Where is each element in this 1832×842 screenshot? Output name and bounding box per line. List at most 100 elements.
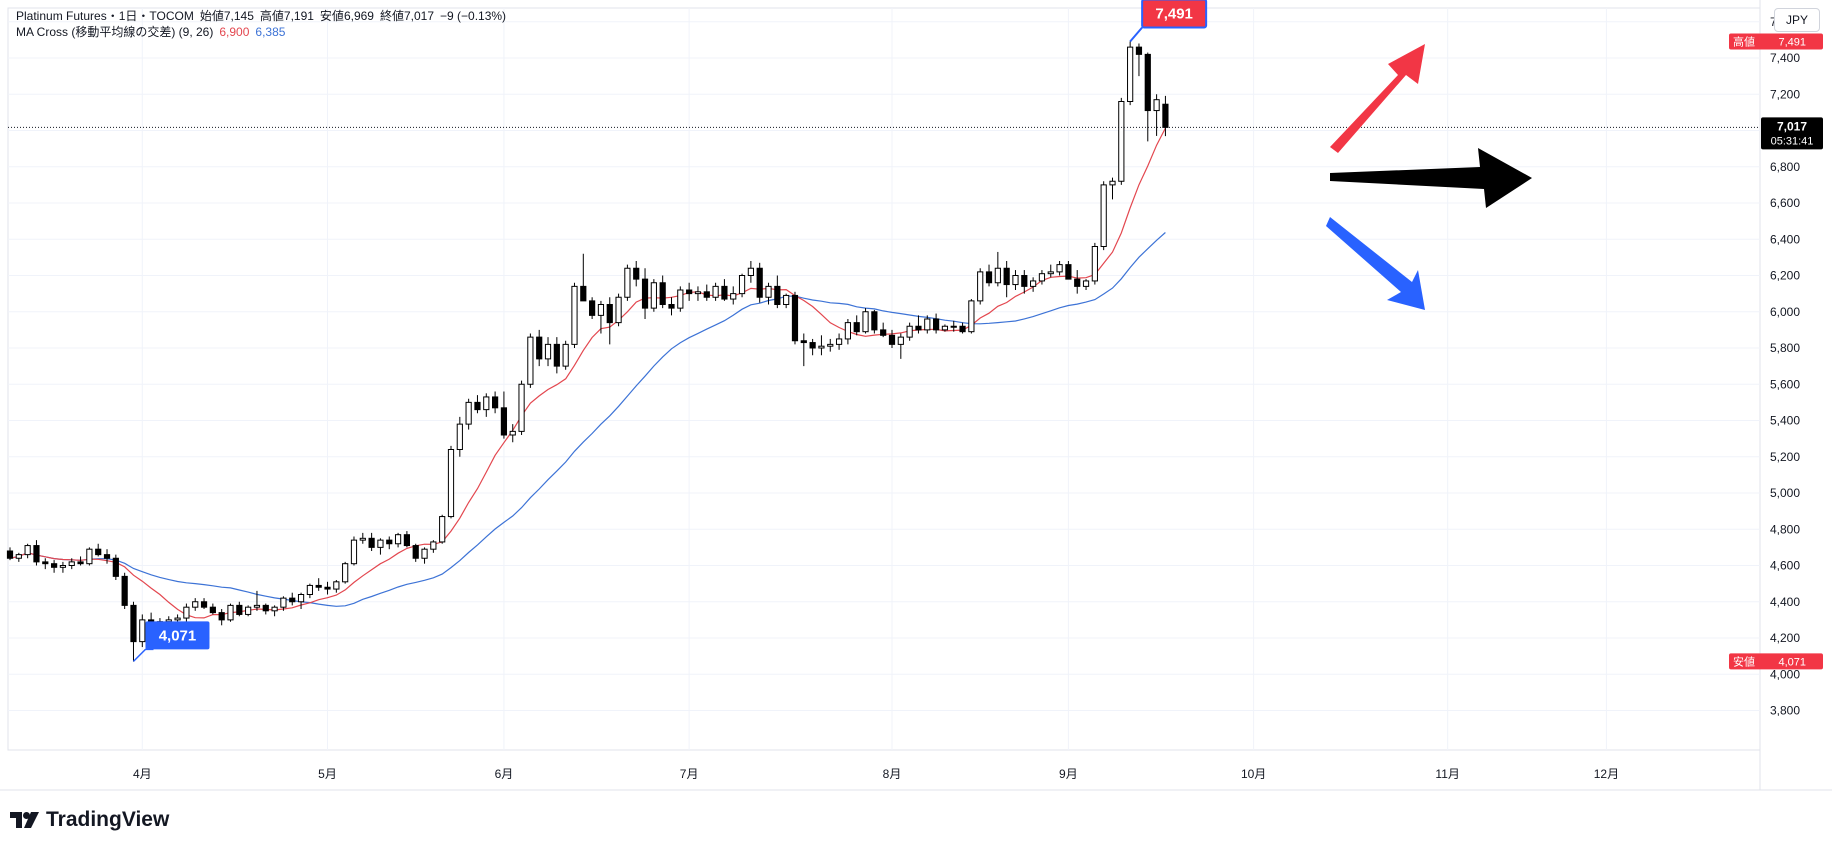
- candle-down-body: [589, 300, 596, 316]
- candle-up-body: [15, 554, 22, 559]
- candle-up-body: [192, 601, 199, 608]
- candle-down-body: [959, 325, 966, 333]
- candle-up-body: [1056, 264, 1063, 273]
- candle-down-body: [500, 407, 508, 436]
- candle-up-body: [518, 383, 525, 432]
- time-tick-label: 6月: [495, 767, 514, 781]
- candle-up-body: [509, 430, 516, 436]
- low-value: 6,969: [343, 9, 374, 23]
- high-callout-pointer: [1129, 26, 1143, 43]
- candle-up-body: [1153, 99, 1160, 112]
- chart-legend: Platinum Futures・1日・TOCOM 始値7,145 高値7,19…: [16, 8, 506, 40]
- candle: [721, 279, 728, 301]
- candle: [624, 264, 631, 301]
- candle: [130, 601, 137, 662]
- candle: [589, 297, 596, 319]
- change-value: −9 (−0.13%): [440, 9, 507, 23]
- candle-down-body: [985, 271, 993, 284]
- candle: [633, 261, 640, 287]
- candle-down-body: [262, 604, 269, 612]
- price-tick-label: 3,800: [1770, 704, 1800, 718]
- price-tick-label: 5,800: [1770, 341, 1800, 355]
- candle: [33, 540, 40, 566]
- candle: [51, 560, 58, 573]
- price-tick-label: 4,800: [1770, 522, 1800, 536]
- candle-up-body: [677, 289, 684, 309]
- candle-up-body: [342, 563, 349, 583]
- candle-up-body: [377, 539, 384, 548]
- candle: [218, 609, 225, 626]
- candle: [694, 286, 702, 301]
- candle-up-body: [306, 584, 313, 595]
- high-callout-text: 7,491: [1155, 6, 1193, 23]
- candle: [985, 264, 993, 287]
- indicator-legend-row[interactable]: MA Cross (移動平均線の交差) (9, 26) 6,900 6,385: [16, 24, 506, 40]
- candle-down-body: [853, 322, 860, 333]
- candle-down-body: [130, 604, 137, 643]
- candle-up-body: [24, 545, 31, 556]
- candle-up-body: [280, 597, 287, 608]
- candle-up-body: [730, 293, 737, 300]
- candle: [950, 320, 957, 332]
- candle: [1030, 277, 1037, 292]
- candle-up-body: [1012, 275, 1019, 286]
- price-axis[interactable]: 3,800 4,000 4,200 4,400 4,600 4,800 5,000 5,200…: [1770, 15, 1800, 718]
- candle-up-body: [738, 275, 746, 295]
- time-axis[interactable]: 4月 5月 6月 7月 8月 9月 10月 11月 12月: [133, 767, 1619, 781]
- candle: [924, 315, 931, 334]
- low-callout-pointer: [132, 648, 154, 662]
- candle-up-body: [977, 271, 984, 302]
- symbol-title[interactable]: Platinum Futures・1日・TOCOM: [16, 9, 194, 23]
- candle-up-body: [844, 322, 851, 340]
- price-tick-label: 7,200: [1770, 87, 1800, 101]
- candle: [342, 561, 349, 584]
- candle: [192, 598, 199, 611]
- candle-down-body: [403, 534, 410, 547]
- candle: [121, 572, 128, 609]
- candle: [738, 273, 746, 298]
- candle-up-body: [1118, 101, 1125, 182]
- candle-up-body: [253, 604, 261, 608]
- candle: [615, 293, 622, 327]
- tradingview-wordmark: TradingView: [46, 808, 170, 831]
- ma-slow-line: [9, 232, 1166, 607]
- candle: [571, 282, 578, 348]
- candle: [650, 279, 657, 312]
- candle-down-body: [95, 548, 102, 556]
- indicator-name[interactable]: MA Cross (移動平均線の交差) (9, 26): [16, 25, 214, 39]
- candle-up-body: [350, 539, 358, 565]
- candle: [880, 322, 887, 338]
- candle-up-body: [1100, 184, 1107, 247]
- candle: [59, 561, 67, 573]
- candle: [968, 299, 975, 334]
- candle: [774, 275, 781, 309]
- candle: [474, 395, 481, 414]
- arrow-up-icon: [1330, 44, 1425, 153]
- candle-up-body: [694, 291, 702, 295]
- candle-up-body: [818, 345, 825, 349]
- candle: [262, 603, 269, 615]
- ma-fast-line: [9, 127, 1166, 619]
- candle-down-body: [580, 285, 587, 302]
- candle: [377, 538, 384, 555]
- open-label: 始値: [199, 9, 224, 23]
- candle-down-body: [1162, 103, 1169, 128]
- candle-down-body: [236, 604, 243, 615]
- ohlc-legend-row[interactable]: Platinum Futures・1日・TOCOM 始値7,145 高値7,19…: [16, 8, 506, 24]
- candle: [553, 337, 560, 374]
- candle: [818, 335, 825, 356]
- candle-down-body: [51, 563, 58, 568]
- candle: [15, 552, 22, 562]
- candle-down-body: [103, 554, 111, 559]
- candle: [139, 614, 146, 648]
- candle: [783, 293, 790, 309]
- candle: [580, 253, 587, 302]
- candle-up-body: [394, 534, 402, 545]
- candle-down-body: [218, 612, 225, 621]
- currency-button[interactable]: JPY: [1774, 8, 1820, 32]
- price-tick-label: 6,800: [1770, 160, 1800, 174]
- candle: [403, 531, 410, 548]
- candle: [245, 605, 252, 617]
- candle-down-body: [668, 304, 675, 309]
